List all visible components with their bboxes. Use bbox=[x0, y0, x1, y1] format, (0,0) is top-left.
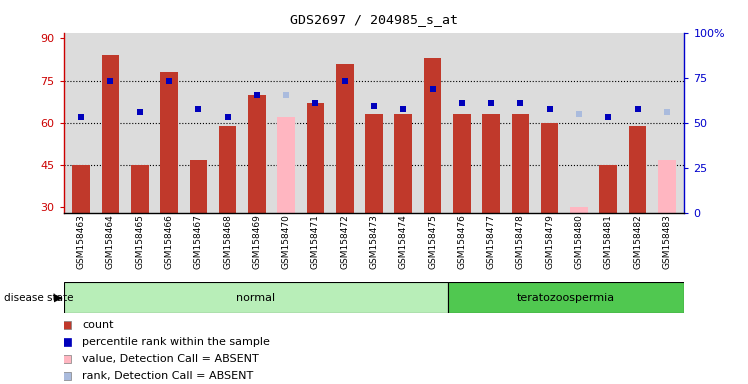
Bar bbox=[189, 159, 207, 213]
Bar bbox=[599, 165, 617, 213]
Bar bbox=[541, 123, 559, 213]
Bar bbox=[218, 126, 236, 213]
Text: GSM158465: GSM158465 bbox=[135, 215, 144, 270]
Text: teratozoospermia: teratozoospermia bbox=[517, 293, 615, 303]
Text: GSM158475: GSM158475 bbox=[428, 215, 437, 270]
Text: disease state: disease state bbox=[4, 293, 73, 303]
Text: GSM158468: GSM158468 bbox=[223, 215, 232, 270]
Text: rank, Detection Call = ABSENT: rank, Detection Call = ABSENT bbox=[82, 371, 254, 381]
Bar bbox=[365, 114, 383, 213]
Text: GSM158477: GSM158477 bbox=[487, 215, 496, 270]
Text: GSM158466: GSM158466 bbox=[165, 215, 174, 270]
Text: GSM158479: GSM158479 bbox=[545, 215, 554, 270]
Text: GSM158467: GSM158467 bbox=[194, 215, 203, 270]
Bar bbox=[448, 282, 684, 313]
Text: count: count bbox=[82, 320, 114, 330]
Text: GSM158471: GSM158471 bbox=[311, 215, 320, 270]
Bar bbox=[102, 55, 119, 213]
Text: GDS2697 / 204985_s_at: GDS2697 / 204985_s_at bbox=[290, 13, 458, 26]
Bar bbox=[160, 72, 178, 213]
Bar bbox=[73, 165, 90, 213]
Text: GSM158478: GSM158478 bbox=[516, 215, 525, 270]
Text: normal: normal bbox=[236, 293, 275, 303]
Text: value, Detection Call = ABSENT: value, Detection Call = ABSENT bbox=[82, 354, 259, 364]
Bar bbox=[570, 207, 588, 213]
Text: ▶: ▶ bbox=[54, 293, 63, 303]
Text: GSM158463: GSM158463 bbox=[76, 215, 86, 270]
Bar bbox=[278, 117, 295, 213]
Bar bbox=[131, 165, 149, 213]
Bar bbox=[512, 114, 529, 213]
Bar bbox=[64, 282, 448, 313]
Bar bbox=[482, 114, 500, 213]
Text: GSM158481: GSM158481 bbox=[604, 215, 613, 270]
Bar bbox=[307, 103, 324, 213]
Bar bbox=[453, 114, 470, 213]
Text: GSM158473: GSM158473 bbox=[370, 215, 378, 270]
Bar bbox=[629, 126, 646, 213]
Bar bbox=[658, 159, 675, 213]
Bar bbox=[248, 95, 266, 213]
Text: GSM158470: GSM158470 bbox=[282, 215, 291, 270]
Bar bbox=[336, 64, 354, 213]
Text: GSM158483: GSM158483 bbox=[662, 215, 672, 270]
Text: percentile rank within the sample: percentile rank within the sample bbox=[82, 337, 270, 347]
Text: GSM158472: GSM158472 bbox=[340, 215, 349, 269]
Text: GSM158469: GSM158469 bbox=[252, 215, 261, 270]
Text: GSM158464: GSM158464 bbox=[106, 215, 115, 269]
Text: GSM158476: GSM158476 bbox=[457, 215, 466, 270]
Text: GSM158482: GSM158482 bbox=[633, 215, 642, 269]
Text: GSM158474: GSM158474 bbox=[399, 215, 408, 269]
Text: GSM158480: GSM158480 bbox=[574, 215, 583, 270]
Bar bbox=[424, 58, 441, 213]
Bar bbox=[394, 114, 412, 213]
